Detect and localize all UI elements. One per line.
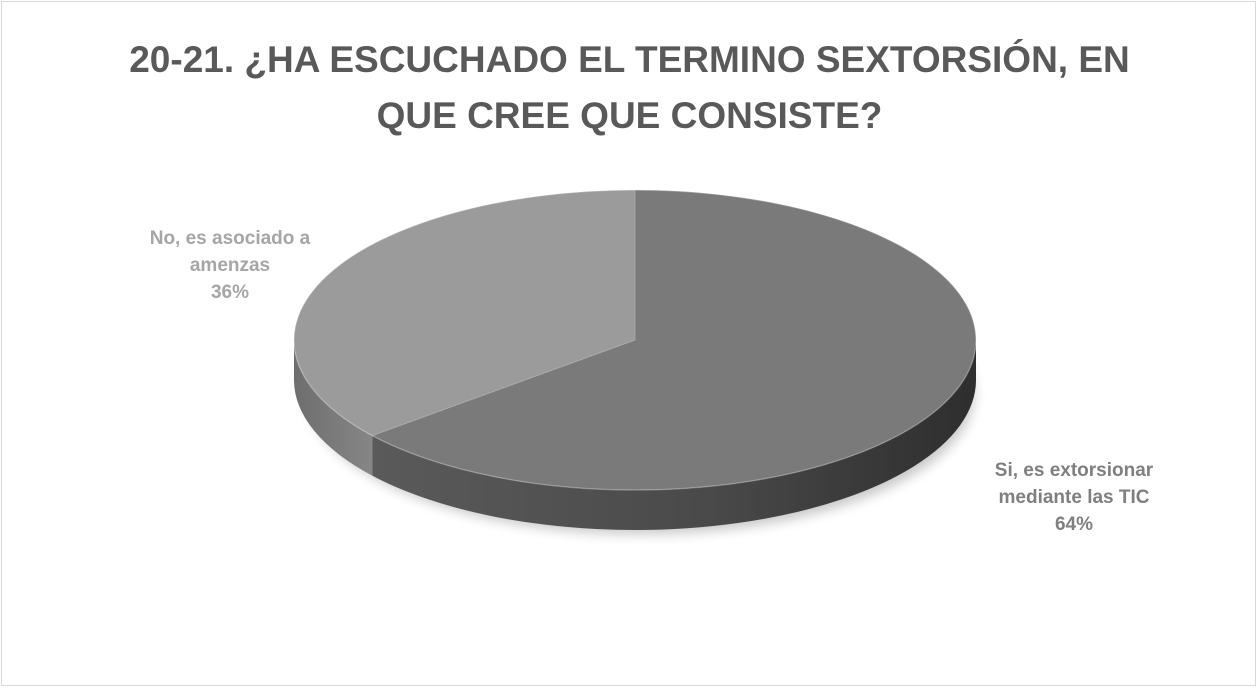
chart-title-line-1: 20-21. ¿HA ESCUCHADO EL TERMINO SEXTORSI… [129,39,1130,80]
slice-name-label: amenzas [190,255,270,276]
slice-name-label: mediante las TIC [999,487,1150,508]
pie-rim [293,189,977,491]
pie-slice-side-1 [372,340,976,530]
pie-slice-side-2 [294,340,373,476]
slice-name-label: Si, es extorsionar [995,460,1154,481]
slice-label-1: Si, es extorsionar mediante las TIC 64% [995,460,1154,535]
slice-name-label: No, es asociado a [150,228,311,249]
slice-value-label: 64% [1055,514,1093,535]
slice-label-2: No, es asociado a amenzas 36% [150,228,311,303]
pie-slice-2 [293,189,636,437]
chart-title: 20-21. ¿HA ESCUCHADO EL TERMINO SEXTORSI… [0,32,1259,144]
slice-value-label: 36% [211,282,249,303]
pie-slice-1 [371,189,977,491]
chart-title-line-2: QUE CREE QUE CONSISTE? [376,95,883,136]
